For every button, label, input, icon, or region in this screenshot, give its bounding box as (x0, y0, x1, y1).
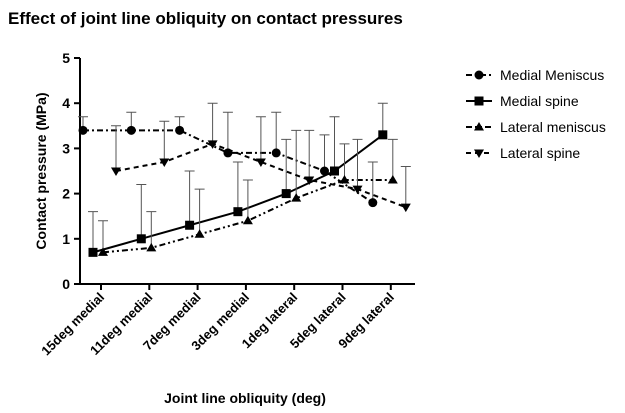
y-tick-label: 4 (62, 95, 70, 111)
marker (352, 185, 363, 195)
marker (98, 247, 108, 256)
legend-label: Lateral meniscus (500, 119, 606, 135)
marker (207, 140, 218, 149)
x-axis-title: Joint line obliquity (deg) (164, 390, 326, 406)
marker (175, 125, 185, 135)
marker (233, 207, 243, 217)
legend-label: Medial spine (500, 93, 579, 109)
chart-title: Effect of joint line obliquity on contac… (8, 9, 403, 28)
error-bar (367, 161, 378, 203)
marker (255, 158, 266, 167)
marker (304, 176, 315, 186)
y-tick-label: 2 (62, 186, 70, 202)
error-bar (242, 179, 253, 221)
error-bar (146, 211, 157, 248)
marker (242, 215, 253, 225)
marker (88, 247, 98, 257)
marker (320, 166, 329, 176)
error-bar (88, 211, 98, 253)
error-bar (291, 129, 302, 199)
legend-marker (474, 96, 484, 106)
error-bar (159, 120, 170, 162)
legend-marker (474, 122, 484, 131)
error-bar (400, 165, 411, 208)
marker (136, 234, 146, 244)
y-axis-title: Contact pressure (MPa) (33, 92, 49, 249)
error-bar (232, 161, 243, 212)
marker (387, 175, 398, 184)
y-tick-label: 3 (62, 140, 70, 156)
error-bar (387, 138, 398, 181)
error-bar (194, 188, 205, 235)
error-bar (255, 116, 266, 162)
marker (146, 242, 157, 252)
y-tick-label: 0 (62, 276, 70, 292)
error-bar (339, 143, 350, 181)
marker (111, 167, 121, 176)
error-bar (207, 102, 218, 144)
error-bar (98, 220, 108, 253)
y-tick-label: 5 (62, 50, 70, 66)
error-bar (136, 184, 147, 239)
legend-label: Lateral spine (500, 145, 580, 161)
error-bar (111, 125, 121, 171)
error-bar (281, 138, 292, 194)
legend-marker (474, 149, 484, 158)
marker (400, 203, 411, 213)
error-bar (184, 170, 195, 226)
legend-marker (474, 70, 484, 80)
error-bar (222, 111, 233, 153)
marker (368, 198, 378, 208)
marker (126, 125, 136, 135)
marker (339, 175, 350, 184)
marker (159, 158, 170, 167)
error-bar (329, 116, 340, 171)
marker (194, 229, 205, 238)
error-bar (304, 129, 315, 181)
error-bar (271, 111, 282, 153)
error-bar (377, 102, 388, 135)
legend-label: Medial Meniscus (500, 67, 604, 83)
marker (185, 220, 195, 230)
marker (378, 130, 388, 140)
y-tick-label: 1 (62, 231, 70, 247)
marker (281, 189, 291, 199)
error-bar (319, 134, 330, 171)
marker (330, 166, 339, 176)
error-bar (352, 138, 363, 190)
marker (78, 125, 88, 135)
marker (291, 193, 302, 202)
marker (271, 148, 281, 158)
